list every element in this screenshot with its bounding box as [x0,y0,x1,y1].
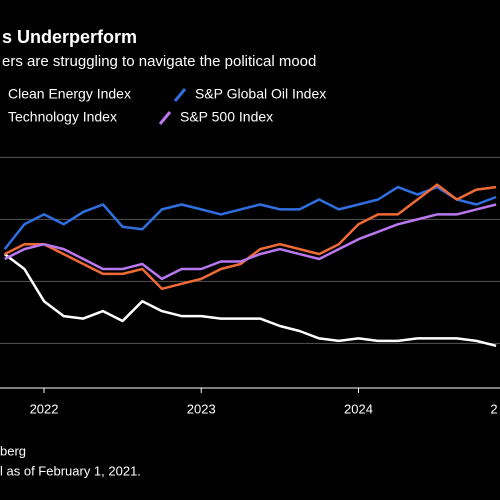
chart-subtitle: ers are struggling to navigate the polit… [2,53,316,70]
source: berg [0,443,26,458]
chart-title: s Underperform [2,27,137,47]
x-tick-label: 2022 [30,401,59,416]
legend-swatch [158,111,172,125]
x-tick-label: 2 [490,401,497,416]
legend-swatch [173,88,187,102]
series-line [3,185,497,250]
legend-label: S&P 500 Index [180,109,273,125]
series-line [3,253,497,348]
note: l as of February 1, 2021. [0,463,141,478]
legend-label: Technology Index [8,109,117,125]
legend-label: Clean Energy Index [8,86,131,102]
legend-label: S&P Global Oil Index [195,86,326,102]
series-line [4,203,497,281]
x-tick-label: 2024 [344,401,373,416]
series-line [4,183,497,291]
x-tick-label: 2023 [187,401,216,416]
